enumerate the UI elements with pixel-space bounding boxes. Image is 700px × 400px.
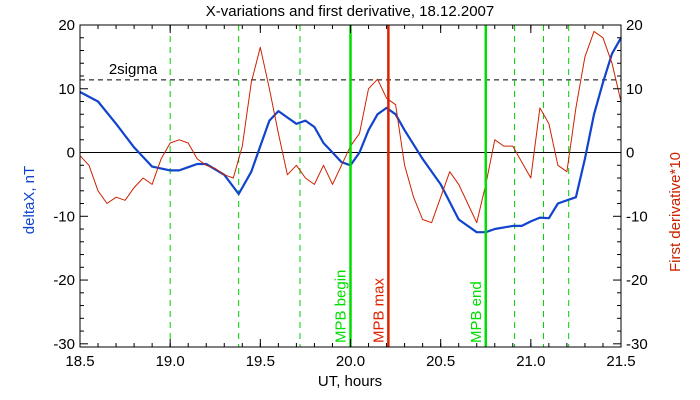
y-right-tick-label: 10 bbox=[626, 81, 643, 98]
sigma-label: 2sigma bbox=[109, 61, 158, 78]
y-left-tick-label: 20 bbox=[58, 17, 75, 34]
x-tick-label: 20.0 bbox=[336, 353, 365, 370]
x-axis: 18.5 19.0 19.5 20.0 20.5 21.0 21.5 bbox=[65, 25, 636, 370]
x-tick-label: 20.5 bbox=[426, 353, 455, 370]
y-axis-left: 20 10 0 -10 -20 -30 bbox=[53, 17, 88, 353]
solid-marker-label: MPB begin bbox=[333, 270, 350, 343]
x-tick-label: 21.5 bbox=[606, 353, 635, 370]
y-left-tick-label: -20 bbox=[53, 272, 75, 289]
y-left-tick-label: -30 bbox=[53, 336, 75, 353]
y-left-tick-label: -10 bbox=[53, 208, 75, 225]
y-axis-right: 20 10 0 -10 -20 -30 bbox=[613, 17, 648, 353]
y-right-tick-label: -30 bbox=[626, 336, 648, 353]
x-tick-label: 21.0 bbox=[516, 353, 545, 370]
y-right-tick-label: -10 bbox=[626, 208, 648, 225]
y-left-tick-label: 10 bbox=[58, 81, 75, 98]
y-right-tick-label: 0 bbox=[626, 145, 634, 162]
solid-marker-label: MPB max bbox=[370, 277, 387, 343]
x-tick-label: 19.0 bbox=[156, 353, 185, 370]
chart-title: X-variations and first derivative, 18.12… bbox=[206, 3, 495, 20]
x-tick-label: 19.5 bbox=[246, 353, 275, 370]
y-right-tick-label: -20 bbox=[626, 272, 648, 289]
y-right-tick-label: 20 bbox=[626, 17, 643, 34]
y-axis-right-title: First derivative*10 bbox=[667, 152, 684, 272]
y-axis-left-title: deltaX, nT bbox=[21, 166, 38, 234]
x-tick-label: 18.5 bbox=[65, 353, 94, 370]
deltax-series-line bbox=[79, 37, 622, 234]
plot-area: 2sigma MPB begin MPB max MPB end bbox=[79, 25, 622, 347]
y-left-tick-label: 0 bbox=[67, 145, 75, 162]
x-axis-title: UT, hours bbox=[318, 373, 382, 390]
solid-marker-label: MPB end bbox=[468, 281, 485, 343]
